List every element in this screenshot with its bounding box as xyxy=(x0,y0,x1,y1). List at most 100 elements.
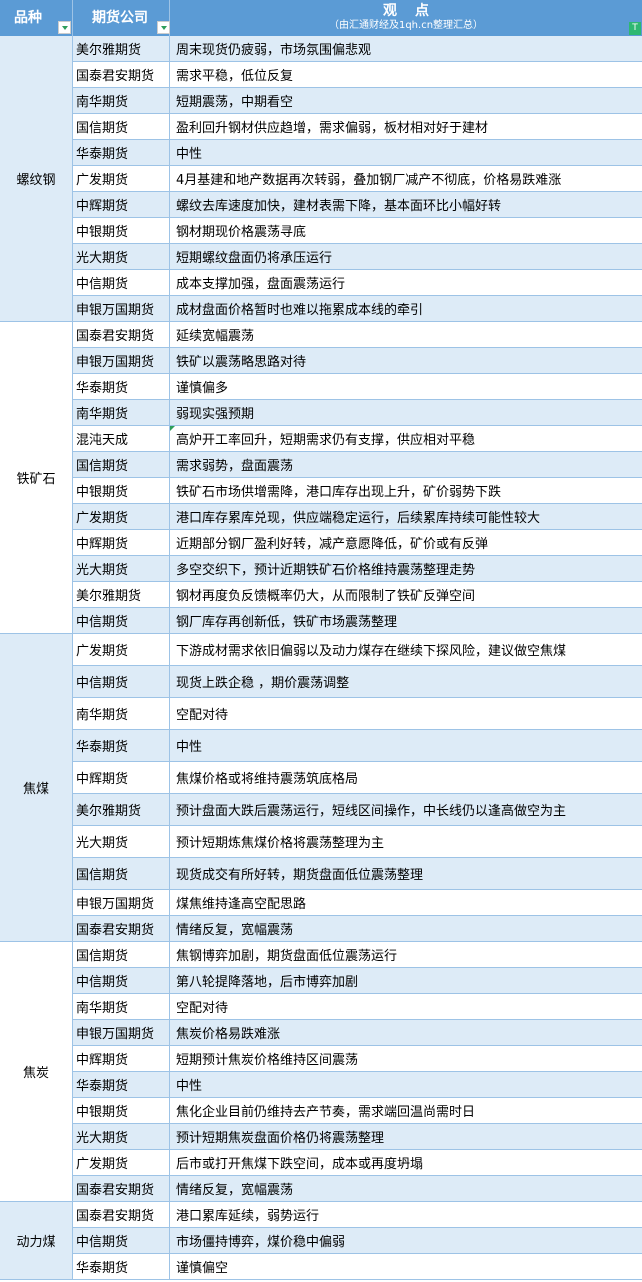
view-cell[interactable]: 中性 xyxy=(176,147,203,162)
table-row[interactable]: 中信期货 成本支撑加强，盘面震荡运行 xyxy=(73,270,642,296)
view-cell[interactable]: 钢材再度负反馈概率仍大，从而限制了铁矿反弹空间 xyxy=(176,589,476,604)
table-row[interactable]: 广发期货 后市或打开焦煤下跌空间，成本或再度坍塌 xyxy=(73,1150,642,1176)
table-row[interactable]: 中信期货 现货上跌企稳 ，期价震荡调整 xyxy=(73,666,642,698)
company-cell[interactable]: 美尔雅期货 xyxy=(73,582,170,607)
company-cell[interactable]: 国泰君安期货 xyxy=(73,322,170,347)
table-row[interactable]: 申银万国期货 焦炭价格易跌难涨 xyxy=(73,1020,642,1046)
company-cell[interactable]: 中银期货 xyxy=(73,478,170,503)
table-row[interactable]: 南华期货 短期震荡，中期看空 xyxy=(73,88,642,114)
company-cell[interactable]: 南华期货 xyxy=(73,698,170,729)
company-cell[interactable]: 中信期货 xyxy=(73,666,170,697)
company-cell[interactable]: 华泰期货 xyxy=(73,1072,170,1097)
table-row[interactable]: 光大期货 短期螺纹盘面仍将承压运行 xyxy=(73,244,642,270)
table-row[interactable]: 国泰君安期货 情绪反复，宽幅震荡 xyxy=(73,1176,642,1202)
view-cell[interactable]: 焦煤价格或将维持震荡筑底格局 xyxy=(176,772,359,787)
view-cell[interactable]: 后市或打开焦煤下跌空间，成本或再度坍塌 xyxy=(176,1157,424,1172)
company-cell[interactable]: 国信期货 xyxy=(73,114,170,139)
table-row[interactable]: 光大期货 预计短期炼焦煤价格将震荡整理为主 xyxy=(73,826,642,858)
view-cell[interactable]: 盈利回升钢材供应趋增，需求偏弱，板材相对好于建材 xyxy=(176,121,489,136)
view-cell[interactable]: 钢厂库存再创新低，铁矿市场震荡整理 xyxy=(176,615,398,630)
variety-cell[interactable]: 焦炭 xyxy=(0,942,73,1202)
view-cell[interactable]: 谨慎偏多 xyxy=(176,381,229,396)
table-row[interactable]: 南华期货 空配对待 xyxy=(73,994,642,1020)
view-cell[interactable]: 短期螺纹盘面仍将承压运行 xyxy=(176,251,333,266)
filter-icon[interactable]: T xyxy=(629,22,641,35)
table-row[interactable]: 华泰期货 中性 xyxy=(73,730,642,762)
table-row[interactable]: 中辉期货 螺纹去库速度加快，建材表需下降，基本面环比小幅好转 xyxy=(73,192,642,218)
company-cell[interactable]: 国信期货 xyxy=(73,942,170,967)
company-cell[interactable]: 光大期货 xyxy=(73,826,170,857)
company-cell[interactable]: 美尔雅期货 xyxy=(73,36,170,61)
table-row[interactable]: 国泰君安期货 延续宽幅震荡 xyxy=(73,322,642,348)
table-row[interactable]: 中银期货 铁矿石市场供增需降，港口库存出现上升，矿价弱势下跌 xyxy=(73,478,642,504)
view-cell[interactable]: 情绪反复，宽幅震荡 xyxy=(176,1183,294,1198)
company-cell[interactable]: 中信期货 xyxy=(73,270,170,295)
table-row[interactable]: 国信期货 现货成交有所好转，期货盘面低位震荡整理 xyxy=(73,858,642,890)
table-row[interactable]: 华泰期货 中性 xyxy=(73,140,642,166)
view-cell[interactable]: 第八轮提降落地，后市博弈加剧 xyxy=(176,975,359,990)
view-cell[interactable]: 预计短期炼焦煤价格将震荡整理为主 xyxy=(176,836,385,851)
table-row[interactable]: 华泰期货 谨慎偏多 xyxy=(73,374,642,400)
variety-cell[interactable]: 焦煤 xyxy=(0,634,73,942)
view-cell[interactable]: 煤焦维持逢高空配思路 xyxy=(176,897,307,912)
variety-filter-dropdown-icon[interactable] xyxy=(58,21,71,34)
company-cell[interactable]: 华泰期货 xyxy=(73,374,170,399)
view-cell[interactable]: 港口累库延续，弱势运行 xyxy=(176,1209,320,1224)
table-row[interactable]: 广发期货 4月基建和地产数据再次转弱，叠加钢厂减产不彻底，价格易跌难涨 xyxy=(73,166,642,192)
company-cell[interactable]: 华泰期货 xyxy=(73,730,170,761)
view-cell[interactable]: 成材盘面价格暂时也难以拖累成本线的牵引 xyxy=(176,303,424,318)
company-cell[interactable]: 华泰期货 xyxy=(73,1254,170,1279)
company-cell[interactable]: 国泰君安期货 xyxy=(73,1176,170,1201)
view-cell[interactable]: 情绪反复，宽幅震荡 xyxy=(176,923,294,938)
view-cell[interactable]: 中性 xyxy=(176,740,203,755)
view-cell[interactable]: 中性 xyxy=(176,1079,203,1094)
company-cell[interactable]: 光大期货 xyxy=(73,1124,170,1149)
table-row[interactable]: 国信期货 需求弱势，盘面震荡 xyxy=(73,452,642,478)
company-cell[interactable]: 广发期货 xyxy=(73,634,170,665)
table-row[interactable]: 华泰期货 谨慎偏空 xyxy=(73,1254,642,1280)
view-cell[interactable]: 焦化企业目前仍维持去产节奏，需求端回温尚需时日 xyxy=(176,1105,476,1120)
company-cell[interactable]: 国泰君安期货 xyxy=(73,1202,170,1227)
view-cell[interactable]: 谨慎偏空 xyxy=(176,1261,229,1276)
company-filter-dropdown-icon[interactable] xyxy=(157,21,170,34)
view-cell[interactable]: 延续宽幅震荡 xyxy=(176,329,255,344)
table-row[interactable]: 美尔雅期货 周末现货仍疲弱，市场氛围偏悲观 xyxy=(73,36,642,62)
table-row[interactable]: 南华期货 弱现实强预期 xyxy=(73,400,642,426)
company-cell[interactable]: 申银万国期货 xyxy=(73,890,170,915)
table-row[interactable]: 中银期货 焦化企业目前仍维持去产节奏，需求端回温尚需时日 xyxy=(73,1098,642,1124)
company-cell[interactable]: 广发期货 xyxy=(73,1150,170,1175)
view-cell[interactable]: 4月基建和地产数据再次转弱，叠加钢厂减产不彻底，价格易跌难涨 xyxy=(176,173,562,188)
table-row[interactable]: 光大期货 多空交织下，预计近期铁矿石价格维持震荡整理走势 xyxy=(73,556,642,582)
company-cell[interactable]: 中信期货 xyxy=(73,1228,170,1253)
company-cell[interactable]: 华泰期货 xyxy=(73,140,170,165)
company-cell[interactable]: 中银期货 xyxy=(73,218,170,243)
company-cell[interactable]: 申银万国期货 xyxy=(73,348,170,373)
table-row[interactable]: 国泰君安期货 情绪反复，宽幅震荡 xyxy=(73,916,642,942)
table-row[interactable]: 南华期货 空配对待 xyxy=(73,698,642,730)
company-cell[interactable]: 国泰君安期货 xyxy=(73,62,170,87)
company-cell[interactable]: 混沌天成 xyxy=(73,426,170,451)
view-cell[interactable]: 铁矿石市场供增需降，港口库存出现上升，矿价弱势下跌 xyxy=(176,485,502,500)
view-cell[interactable]: 铁矿以震荡略思路对待 xyxy=(176,355,307,370)
table-row[interactable]: 美尔雅期货 钢材再度负反馈概率仍大，从而限制了铁矿反弹空间 xyxy=(73,582,642,608)
view-cell[interactable]: 短期预计焦炭价格维持区间震荡 xyxy=(176,1053,359,1068)
table-row[interactable]: 国信期货 焦钢博弈加剧，期货盘面低位震荡运行 xyxy=(73,942,642,968)
company-cell[interactable]: 中信期货 xyxy=(73,608,170,633)
company-cell[interactable]: 中辉期货 xyxy=(73,762,170,793)
variety-cell[interactable]: 动力煤 xyxy=(0,1202,73,1280)
company-cell[interactable]: 申银万国期货 xyxy=(73,296,170,321)
company-cell[interactable]: 广发期货 xyxy=(73,166,170,191)
view-cell[interactable]: 钢材期现价格震荡寻底 xyxy=(176,225,307,240)
table-row[interactable]: 中信期货 第八轮提降落地，后市博弈加剧 xyxy=(73,968,642,994)
variety-cell[interactable]: 铁矿石 xyxy=(0,322,73,634)
view-cell[interactable]: 空配对待 xyxy=(176,1001,229,1016)
company-cell[interactable]: 国信期货 xyxy=(73,858,170,889)
company-cell[interactable]: 南华期货 xyxy=(73,994,170,1019)
table-row[interactable]: 中辉期货 近期部分钢厂盈利好转，减产意愿降低，矿价或有反弹 xyxy=(73,530,642,556)
company-cell[interactable]: 国信期货 xyxy=(73,452,170,477)
view-cell[interactable]: 市场僵持博弈，煤价稳中偏弱 xyxy=(176,1235,346,1250)
view-cell[interactable]: 港口库存累库兑现，供应端稳定运行，后续累库持续可能性较大 xyxy=(176,511,541,526)
view-cell[interactable]: 近期部分钢厂盈利好转，减产意愿降低，矿价或有反弹 xyxy=(176,537,489,552)
company-cell[interactable]: 国泰君安期货 xyxy=(73,916,170,941)
view-cell[interactable]: 成本支撑加强，盘面震荡运行 xyxy=(176,277,346,292)
